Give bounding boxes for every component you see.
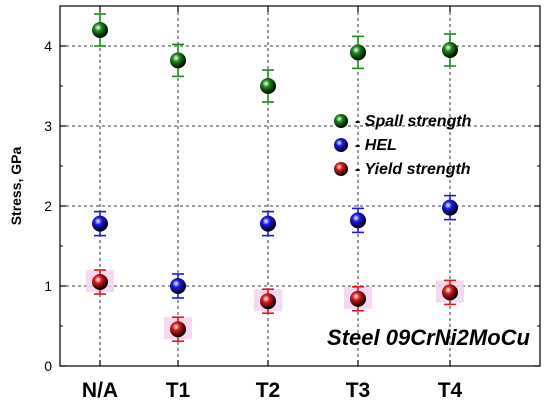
data-point (92, 215, 108, 232)
data-point (442, 284, 458, 301)
data-point (442, 199, 458, 216)
chart-annotation: Steel 09CrNi2MoCu (327, 325, 531, 350)
data-point (170, 321, 186, 338)
y-tick-label: 0 (44, 358, 52, 374)
x-tick-label: T4 (438, 379, 463, 402)
y-tick-label: 4 (44, 38, 52, 54)
data-point (350, 212, 366, 229)
x-tick-label: T3 (346, 379, 371, 402)
y-axis-label: Stress, GPa (8, 146, 24, 225)
data-point (350, 290, 366, 307)
data-point (350, 44, 366, 61)
y-tick-label: 3 (44, 118, 52, 134)
legend-marker (334, 114, 348, 128)
x-tick-label: T2 (256, 379, 281, 402)
x-tick-label: N/A (82, 379, 118, 402)
data-point (170, 52, 186, 69)
legend-marker (334, 162, 348, 176)
plot-frame (59, 5, 541, 367)
legend-label: - Yield strength (355, 161, 471, 178)
x-tick-label: T1 (166, 379, 191, 402)
data-point (260, 215, 276, 232)
data-point (92, 274, 108, 290)
data-point (442, 42, 458, 58)
data-marks (86, 13, 464, 343)
data-point (170, 278, 186, 294)
legend-label: - HEL (355, 137, 397, 154)
data-point (260, 78, 276, 94)
y-tick-label: 2 (44, 198, 52, 214)
y-tick-label: 1 (44, 278, 52, 294)
legend-label: - Spall strength (355, 113, 472, 130)
data-point (260, 293, 276, 310)
axes: 0 1 2 3 4 N/A T1 T2 T3 T4 (44, 5, 541, 402)
legend: - Spall strength - HEL - Yield strength (334, 113, 472, 178)
data-point (92, 22, 108, 38)
legend-marker (334, 138, 348, 152)
grid (60, 6, 540, 366)
